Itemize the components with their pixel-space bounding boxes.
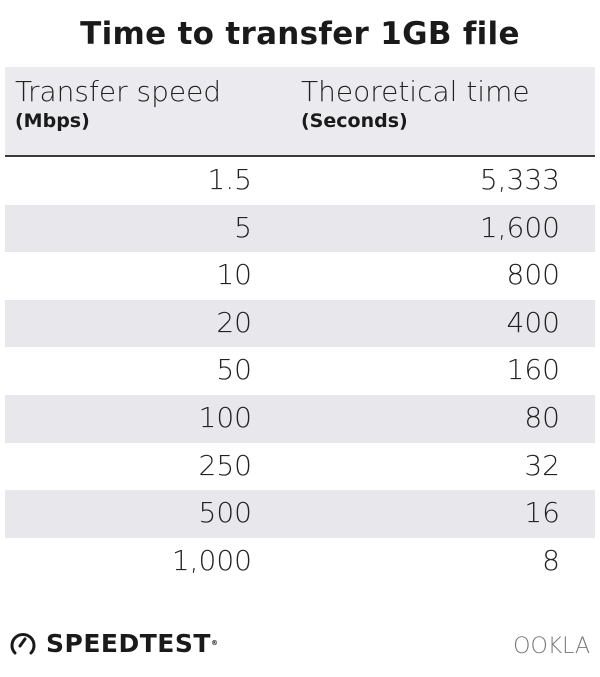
speed-cell: 10 [216,258,252,292]
speed-cell: 1.5 [207,163,252,196]
table-row: 500 16 [5,490,595,538]
speed-cell: 250 [198,448,252,482]
column-label: Transfer speed [15,75,222,108]
table-row: 1,000 8 [5,538,595,586]
speedtest-wordmark: SPEEDTEST [46,628,211,658]
speed-cell: 1,000 [171,543,252,577]
column-unit: (Mbps) [15,110,90,132]
speedometer-icon [10,633,36,655]
column-header-speed: Transfer speed (Mbps) [15,75,221,132]
ookla-logo: OOKLA [513,634,590,659]
column-label: Theoretical time [301,75,530,108]
speed-cell: 50 [216,353,252,387]
table-row: 5 1,600 [5,204,595,253]
speed-cell: 500 [198,496,252,530]
time-cell: 5,333 [479,163,560,196]
time-cell: 32 [524,448,560,482]
table-row: 1.5 5,333 [5,157,595,205]
time-cell: 80 [524,400,560,434]
time-cell: 16 [524,496,560,530]
table-row: 250 32 [5,443,595,491]
time-cell: 400 [506,305,560,339]
time-cell: 160 [506,353,560,387]
speedtest-logo: SPEEDTEST ® [8,628,218,658]
footer: SPEEDTEST ® OOKLA [0,628,600,668]
time-cell: 1,600 [479,210,560,244]
data-table: Transfer speed (Mbps) Theoretical time (… [5,67,595,585]
table-header: Transfer speed (Mbps) Theoretical time (… [5,67,595,157]
speed-cell: 100 [198,400,252,434]
speed-cell: 20 [216,305,252,339]
table-row: 100 80 [5,394,595,443]
column-header-time: Theoretical time (Seconds) [301,75,530,132]
speed-cell: 5 [234,210,252,244]
column-unit: (Seconds) [301,110,408,132]
table-row: 50 160 [5,347,595,395]
table-row: 10 800 [5,252,595,300]
time-cell: 800 [506,258,560,292]
time-cell: 8 [542,543,560,577]
page-title: Time to transfer 1GB file [80,16,520,52]
table-row: 20 400 [5,299,595,348]
